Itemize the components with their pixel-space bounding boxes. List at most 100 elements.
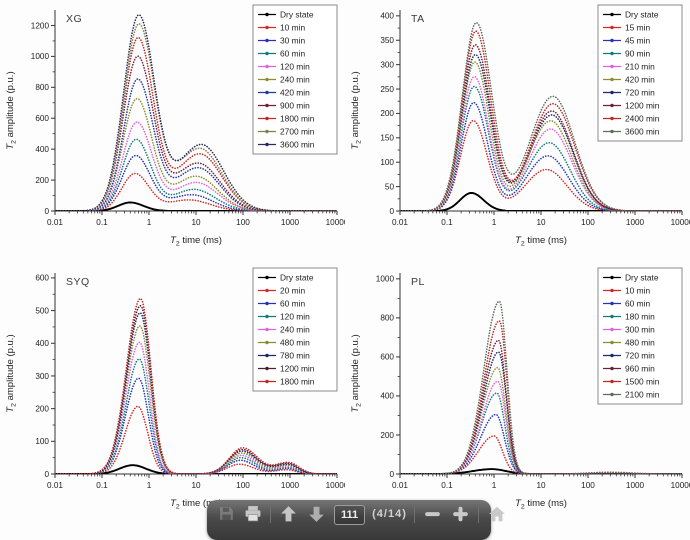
x-tick-label: 100 (581, 218, 595, 227)
y-tick-label: 0 (389, 207, 394, 216)
legend-label: 10 min (280, 23, 305, 33)
legend-label: 60 min (280, 299, 305, 309)
x-tick-label: 0.01 (47, 481, 63, 490)
legend-item: 90 min (603, 49, 650, 59)
legend-item: 180 min (603, 312, 655, 322)
y-tick-label: 400 (380, 392, 394, 401)
legend-label: 480 min (625, 338, 655, 348)
x-tick-label: 10 (536, 218, 546, 227)
series-line-1800-min (55, 297, 337, 474)
series-line-120-min (55, 121, 337, 211)
viewer-toolbar: 111 (4/14) (207, 500, 505, 540)
legend-item: 720 min (603, 351, 655, 361)
x-tick-label: 0.01 (392, 481, 408, 490)
series-line-60-min (400, 413, 682, 474)
legend-item: 10 min (258, 23, 305, 33)
save-button[interactable] (217, 504, 236, 526)
save-icon (218, 505, 235, 525)
series-line-30-min (55, 154, 337, 211)
y-tick-label: 500 (35, 306, 49, 315)
x-tick-label: 100 (236, 481, 250, 490)
legend-item: 1800 min (258, 377, 315, 387)
y-tick-label: 350 (380, 36, 394, 45)
print-button[interactable] (243, 504, 263, 526)
legend-label: Dry state (280, 273, 314, 283)
legend-item: 1800 min (258, 114, 315, 124)
legend-label: 120 min (280, 62, 310, 72)
legend-label: 15 min (625, 23, 650, 33)
y-tick-label: 0 (389, 470, 394, 479)
x-tick-label: 1 (147, 218, 152, 227)
legend-label: 900 min (280, 101, 310, 111)
y-tick-label: 400 (35, 145, 49, 154)
legend-label: 960 min (625, 364, 655, 374)
x-tick-label: 0.01 (47, 218, 63, 227)
series-line-dry-state (400, 468, 682, 474)
x-tick-label: 0.1 (441, 218, 453, 227)
y-tick-label: 200 (35, 404, 49, 413)
arrow-down-icon (307, 505, 326, 526)
series-line-720-min (400, 53, 682, 211)
legend-item: 900 min (258, 101, 310, 111)
legend-label: 1800 min (280, 114, 315, 124)
y-tick-label: 200 (380, 431, 394, 440)
legend-label: 120 min (280, 312, 310, 322)
legend-label: 2100 min (625, 390, 660, 400)
legend-label: 2700 min (280, 127, 315, 137)
home-icon (487, 505, 507, 526)
series-line-10-min (400, 435, 682, 474)
chart-panel-ta: 0 50 100 150 200 250 300 350 400 0.01 0.1 1 10 100 100… (345, 0, 690, 263)
legend-label: 780 min (280, 351, 310, 361)
x-axis-label: T2 time (ms) (170, 235, 222, 248)
home-button[interactable] (486, 504, 508, 526)
legend-item: Dry state (258, 10, 314, 20)
x-tick-label: 100 (581, 481, 595, 490)
zoom-in-button[interactable] (450, 504, 471, 526)
y-tick-label: 250 (380, 85, 394, 94)
legend-item: 300 min (603, 325, 655, 335)
legend-label: 180 min (625, 312, 655, 322)
legend-label: 45 min (625, 36, 650, 46)
x-tick-label: 0.1 (96, 218, 108, 227)
x-tick-label: 10 (191, 481, 201, 490)
legend-item: 480 min (603, 338, 655, 348)
page-down-button[interactable] (306, 504, 327, 526)
series-group (55, 13, 337, 211)
y-tick-label: 100 (35, 437, 49, 446)
legend-label: 420 min (625, 75, 655, 85)
legend-label: 3600 min (280, 140, 315, 150)
plot-area: 0 200 400 600 800 1000 1200 0.01 0.1 1 10 100 1000 10… (5, 10, 345, 248)
legend-label: 1200 min (280, 364, 315, 374)
legend-item: 480 min (258, 338, 310, 348)
x-tick-label: 1 (147, 481, 152, 490)
x-tick-label: 1000 (281, 218, 300, 227)
legend-label: 1500 min (625, 377, 660, 387)
series-line-2400-min (400, 30, 682, 211)
y-tick-label: 400 (35, 339, 49, 348)
y-tick-label: 300 (35, 372, 49, 381)
legend-item: 3600 min (258, 140, 315, 150)
series-line-3600-min (55, 13, 337, 211)
legend-label: 2400 min (625, 114, 660, 124)
page-up-button[interactable] (278, 504, 299, 526)
legend-label: 20 min (280, 286, 305, 296)
y-tick-label: 100 (380, 158, 394, 167)
legend-item: 60 min (603, 299, 650, 309)
y-tick-label: 200 (380, 109, 394, 118)
series-line-20-min (55, 405, 337, 474)
zoom-out-button[interactable] (422, 504, 443, 526)
series-line-2100-min (400, 300, 682, 474)
chart-panel-syq: 0 100 200 300 400 500 600 0.01 0.1 1 10 100 1000 1000… (0, 263, 345, 526)
legend-item: 210 min (603, 62, 655, 72)
x-tick-label: 10 (191, 218, 201, 227)
legend-item: 240 min (258, 325, 310, 335)
page-number-input[interactable]: 111 (334, 505, 366, 525)
x-tick-label: 10 (536, 481, 546, 490)
legend-label: Dry state (625, 10, 659, 20)
print-icon (244, 505, 262, 525)
